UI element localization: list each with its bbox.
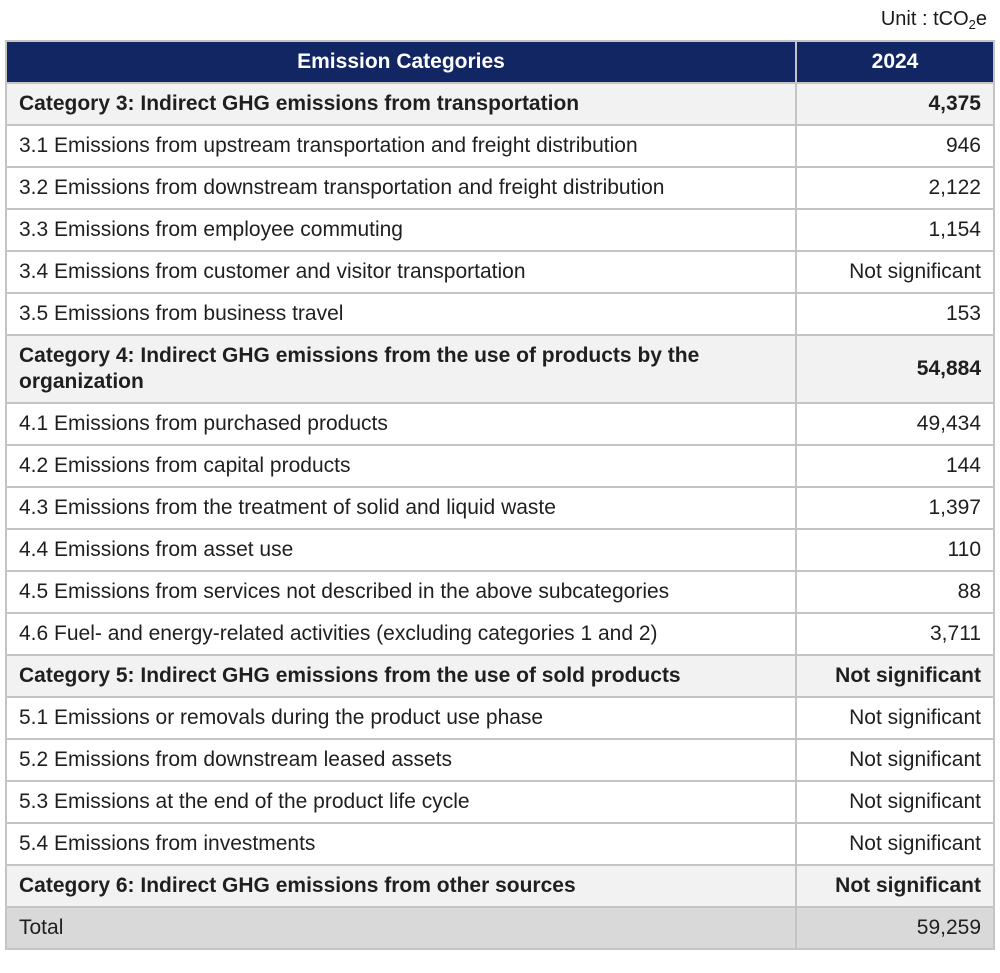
table-row: Category 3: Indirect GHG emissions from … xyxy=(5,82,995,126)
row-label: 3.4 Emissions from customer and visitor … xyxy=(5,250,797,294)
row-label: 4.2 Emissions from capital products xyxy=(5,444,797,488)
table-row: 3.4 Emissions from customer and visitor … xyxy=(5,250,995,294)
row-value: 2,122 xyxy=(795,166,995,210)
table-row: 5.1 Emissions or removals during the pro… xyxy=(5,696,995,740)
unit-prefix: Unit : tCO xyxy=(880,8,969,30)
row-label: 4.3 Emissions from the treatment of soli… xyxy=(5,486,797,530)
row-value: 144 xyxy=(795,444,995,488)
row-label: 5.1 Emissions or removals during the pro… xyxy=(5,696,797,740)
row-value: Not significant xyxy=(795,822,995,866)
row-label: 5.3 Emissions at the end of the product … xyxy=(5,780,797,824)
table-row: 5.3 Emissions at the end of the product … xyxy=(5,780,995,824)
row-value: Not significant xyxy=(795,738,995,782)
row-label: 3.3 Emissions from employee commuting xyxy=(5,208,797,252)
unit-suffix: e xyxy=(975,8,987,30)
row-value: Not significant xyxy=(795,250,995,294)
emissions-table: Emission Categories 2024 Category 3: Ind… xyxy=(5,40,995,950)
unit-subscript: 2 xyxy=(968,17,976,32)
row-value: 1,154 xyxy=(795,208,995,252)
table-row: 3.3 Emissions from employee commuting 1,… xyxy=(5,208,995,252)
row-value: 4,375 xyxy=(795,82,995,126)
row-label: 3.5 Emissions from business travel xyxy=(5,292,797,336)
row-label: Total xyxy=(5,906,797,950)
row-value: Not significant xyxy=(795,864,995,908)
table-body: Category 3: Indirect GHG emissions from … xyxy=(5,82,995,950)
table-row: 4.5 Emissions from services not describe… xyxy=(5,570,995,614)
row-label: 3.1 Emissions from upstream transportati… xyxy=(5,124,797,168)
row-label: 3.2 Emissions from downstream transporta… xyxy=(5,166,797,210)
table-row: 4.3 Emissions from the treatment of soli… xyxy=(5,486,995,530)
table-row: 4.4 Emissions from asset use 110 xyxy=(5,528,995,572)
table-row: Category 5: Indirect GHG emissions from … xyxy=(5,654,995,698)
table-row: 4.1 Emissions from purchased products 49… xyxy=(5,402,995,446)
row-value: 59,259 xyxy=(795,906,995,950)
table-row: 4.2 Emissions from capital products 144 xyxy=(5,444,995,488)
table-row: 3.1 Emissions from upstream transportati… xyxy=(5,124,995,168)
row-label: 4.1 Emissions from purchased products xyxy=(5,402,797,446)
row-value: 49,434 xyxy=(795,402,995,446)
table-row: Category 4: Indirect GHG emissions from … xyxy=(5,334,995,404)
row-value: Not significant xyxy=(795,654,995,698)
table-row: 3.2 Emissions from downstream transporta… xyxy=(5,166,995,210)
table-row: 5.4 Emissions from investments Not signi… xyxy=(5,822,995,866)
row-label: Category 3: Indirect GHG emissions from … xyxy=(5,82,797,126)
row-label: 5.2 Emissions from downstream leased ass… xyxy=(5,738,797,782)
table-row: 4.6 Fuel- and energy-related activities … xyxy=(5,612,995,656)
table-row: Total 59,259 xyxy=(5,906,995,950)
row-value: 54,884 xyxy=(795,334,995,404)
table-row: 3.5 Emissions from business travel 153 xyxy=(5,292,995,336)
row-value: Not significant xyxy=(795,780,995,824)
row-value: 153 xyxy=(795,292,995,336)
row-value: 1,397 xyxy=(795,486,995,530)
row-value: 88 xyxy=(795,570,995,614)
unit-label: Unit : tCO2e xyxy=(5,6,993,40)
row-label: Category 5: Indirect GHG emissions from … xyxy=(5,654,797,698)
column-header-emission-categories: Emission Categories xyxy=(5,40,797,84)
table-header: Emission Categories 2024 xyxy=(5,40,995,84)
header-row: Emission Categories 2024 xyxy=(5,40,995,84)
row-value: 110 xyxy=(795,528,995,572)
row-value: 946 xyxy=(795,124,995,168)
row-value: Not significant xyxy=(795,696,995,740)
column-header-year-2024: 2024 xyxy=(795,40,995,84)
table-row: Category 6: Indirect GHG emissions from … xyxy=(5,864,995,908)
row-label: Category 4: Indirect GHG emissions from … xyxy=(5,334,797,404)
row-label: 4.4 Emissions from asset use xyxy=(5,528,797,572)
row-value: 3,711 xyxy=(795,612,995,656)
row-label: Category 6: Indirect GHG emissions from … xyxy=(5,864,797,908)
row-label: 5.4 Emissions from investments xyxy=(5,822,797,866)
table-row: 5.2 Emissions from downstream leased ass… xyxy=(5,738,995,782)
row-label: 4.5 Emissions from services not describe… xyxy=(5,570,797,614)
row-label: 4.6 Fuel- and energy-related activities … xyxy=(5,612,797,656)
